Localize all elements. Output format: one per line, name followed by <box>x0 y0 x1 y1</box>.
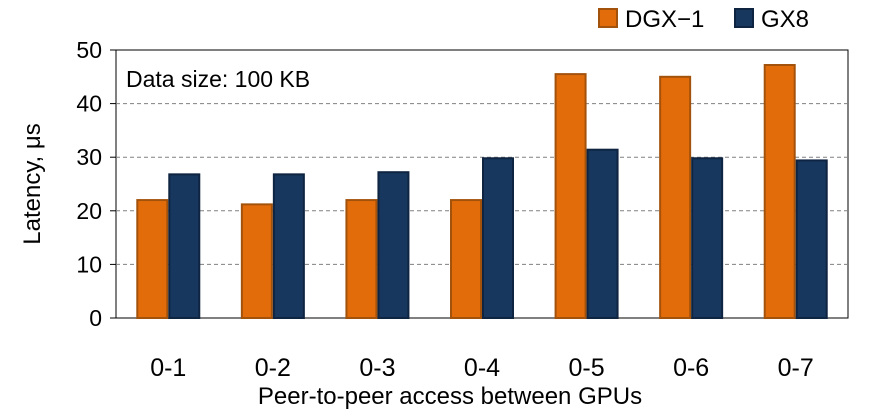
y-tick-label: 30 <box>76 144 102 170</box>
bar-dgx1-0-6 <box>659 75 692 319</box>
bar-dgx1-0-7 <box>763 64 796 320</box>
y-tick-label: 20 <box>76 198 102 224</box>
bar-gx8-0-5 <box>586 148 619 319</box>
bar-gx8-0-6 <box>691 157 724 319</box>
bar-dgx1-0-3 <box>345 199 378 319</box>
annotation-box <box>117 58 367 98</box>
bar-gx8-0-1 <box>168 173 201 319</box>
bar-dgx1-0-1 <box>136 199 169 319</box>
bar-gx8-0-2 <box>272 173 305 319</box>
y-tick-label: 10 <box>76 251 102 277</box>
bar-dgx1-0-5 <box>554 73 587 320</box>
x-tick-label: 0-3 <box>359 354 395 382</box>
y-axis-label: Latency, μs <box>19 123 46 244</box>
x-axis-ticks: 0-1 0-2 0-3 0-4 0-5 0-6 0-7 <box>150 354 814 382</box>
legend: DGX−1 GX8 <box>598 6 809 33</box>
legend-swatch-gx8 <box>734 8 754 28</box>
bar-gx8-0-4 <box>482 157 514 319</box>
bar-gx8-0-7 <box>795 159 828 319</box>
bar-dgx1-0-4 <box>450 199 482 319</box>
x-tick-label: 0-6 <box>673 354 709 382</box>
bar-gx8-0-3 <box>377 171 410 319</box>
bar-dgx1-0-2 <box>240 203 273 319</box>
x-tick-label: 0-5 <box>569 354 605 382</box>
legend-swatch-dgx1 <box>598 8 618 28</box>
x-axis-label: Peer-to-peer access between GPUs <box>258 383 642 410</box>
legend-label-dgx1: DGX−1 <box>625 6 704 33</box>
y-tick-label: 0 <box>89 305 102 331</box>
x-tick-label: 0-4 <box>464 354 500 382</box>
y-axis-ticks: 0 10 20 30 40 50 <box>76 37 116 331</box>
annotation-text: Data size: 100 KB <box>126 66 310 92</box>
legend-label-gx8: GX8 <box>761 6 809 33</box>
y-tick-label: 50 <box>76 37 102 63</box>
y-tick-label: 40 <box>76 91 102 117</box>
bars <box>136 64 828 320</box>
x-tick-label: 0-2 <box>255 354 291 382</box>
x-tick-label: 0-7 <box>778 354 814 382</box>
x-tick-label: 0-1 <box>150 354 186 382</box>
